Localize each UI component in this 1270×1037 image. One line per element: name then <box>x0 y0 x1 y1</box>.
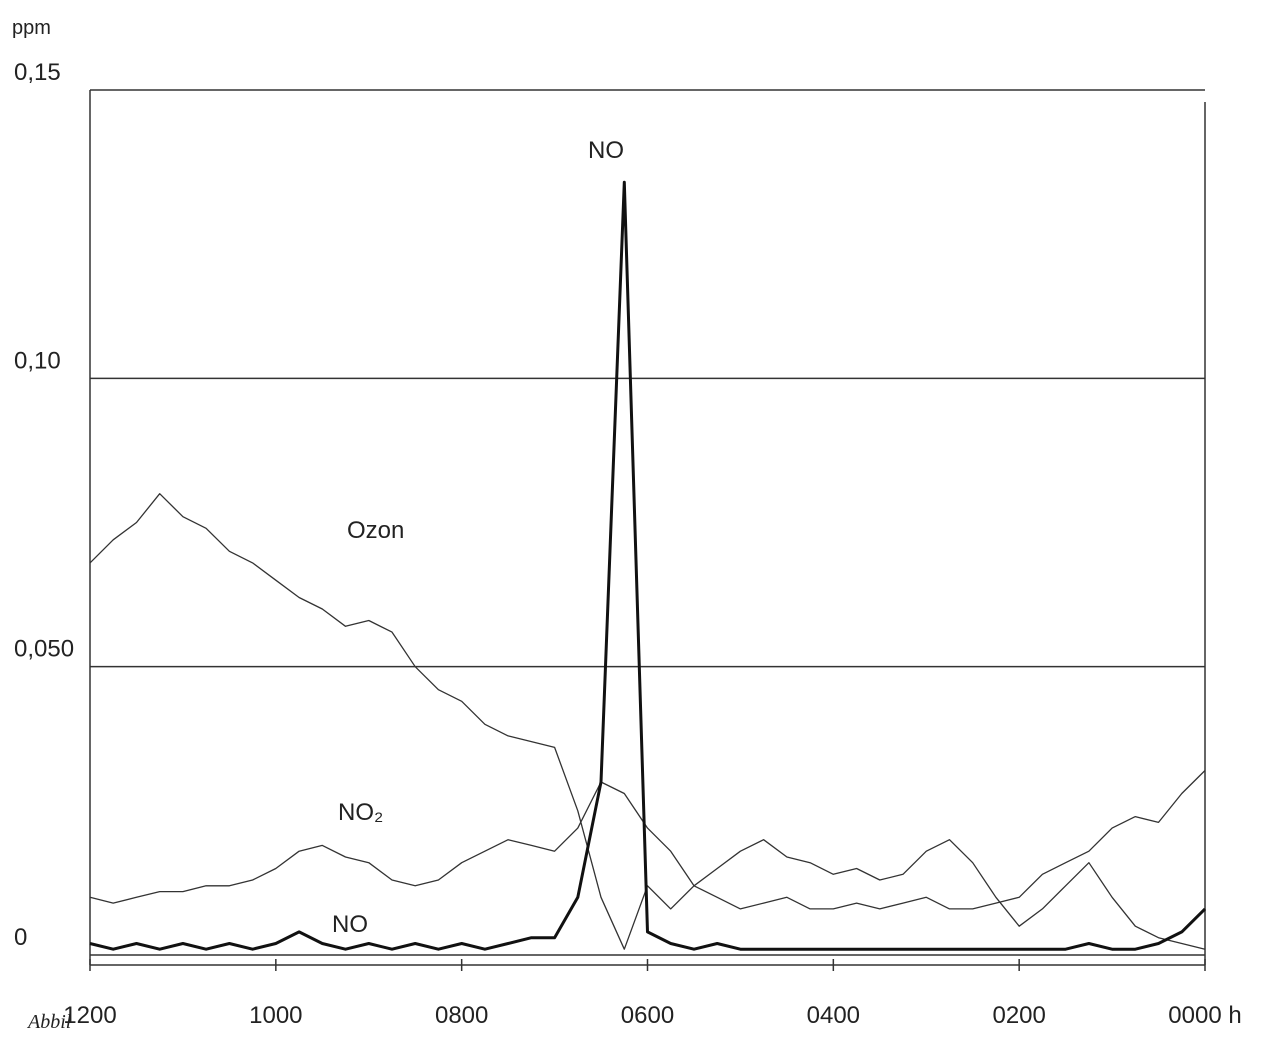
x-tick-label: 0800 <box>435 1002 488 1029</box>
y-tick-label: 0,050 <box>14 636 74 663</box>
y-tick-label: 0,15 <box>14 59 61 86</box>
x-tick-label: 0200 <box>992 1002 1045 1029</box>
y-tick-label: 0,10 <box>14 347 61 374</box>
series-line <box>89 180 1207 951</box>
x-tick-label: 0000 h <box>1168 1002 1241 1029</box>
series-line <box>89 493 1206 950</box>
y-axis-label: ppm <box>12 17 51 39</box>
caption-fragment: Abbil <box>26 1011 72 1032</box>
x-tick-label: 1000 <box>249 1002 302 1029</box>
x-tick-label: 0400 <box>807 1002 860 1029</box>
series-label: Ozon <box>347 517 404 544</box>
x-tick-label: 1200 <box>63 1002 116 1029</box>
y-tick-label: 0 <box>14 924 27 951</box>
annotation: NO <box>588 137 624 164</box>
series-label: NO <box>332 911 368 938</box>
series-line <box>89 770 1206 910</box>
x-tick-label: 0600 <box>621 1002 674 1029</box>
series-label: NO₂ <box>338 799 383 826</box>
